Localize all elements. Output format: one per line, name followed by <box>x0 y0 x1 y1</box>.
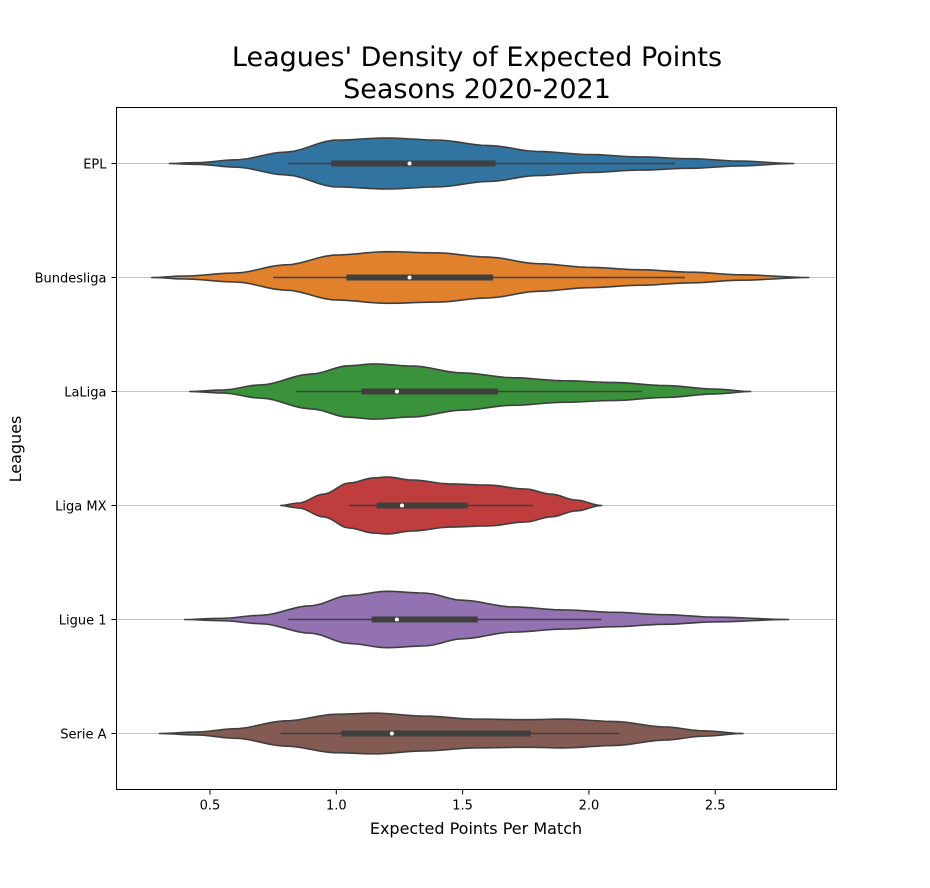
x-axis-label: Expected Points Per Match <box>370 819 582 838</box>
median-dot-epl <box>407 161 412 166</box>
iqr-box-liga-mx <box>376 502 468 509</box>
x-tick-label-0: 0.5 <box>200 799 221 814</box>
chart-title-line2: Seasons 2020-2021 <box>343 74 611 105</box>
median-dot-bundesliga <box>407 275 412 280</box>
x-tick-label-2: 1.5 <box>452 799 473 814</box>
y-tick-label-liga-mx: Liga MX <box>55 500 106 515</box>
y-tick-label-ligue-1: Ligue 1 <box>59 614 107 629</box>
x-axis: 0.5 1.0 1.5 2.0 2.5 <box>200 789 726 814</box>
x-tick-label-1: 1.0 <box>326 799 347 814</box>
plot-frame <box>116 107 837 790</box>
iqr-box-laliga <box>361 388 498 395</box>
grid-layer <box>116 163 837 734</box>
median-dot-ligue-1 <box>394 617 399 622</box>
y-axis-label: Leagues <box>6 416 25 483</box>
iqr-box-bundesliga <box>346 274 493 281</box>
x-tick-label-3: 2.0 <box>579 799 600 814</box>
iqr-box-ligue-1 <box>371 616 478 623</box>
y-tick-label-epl: EPL <box>83 158 107 173</box>
chart-title-line1: Leagues' Density of Expected Points <box>232 42 722 73</box>
median-dot-liga-mx <box>399 503 404 508</box>
box-layer <box>273 160 685 737</box>
iqr-box-epl <box>331 160 496 167</box>
y-tick-label-bundesliga: Bundesliga <box>35 272 107 287</box>
median-dot-laliga <box>394 389 399 394</box>
median-dot-serie-a <box>389 731 394 736</box>
x-tick-label-4: 2.5 <box>705 799 726 814</box>
iqr-box-serie-a <box>341 730 531 737</box>
violin-layer <box>151 137 810 755</box>
y-tick-label-serie-a: Serie A <box>60 728 106 743</box>
y-tick-label-laliga: LaLiga <box>64 386 106 401</box>
y-axis: EPL Bundesliga LaLiga Liga MX Ligue 1 Serie A <box>35 158 117 743</box>
